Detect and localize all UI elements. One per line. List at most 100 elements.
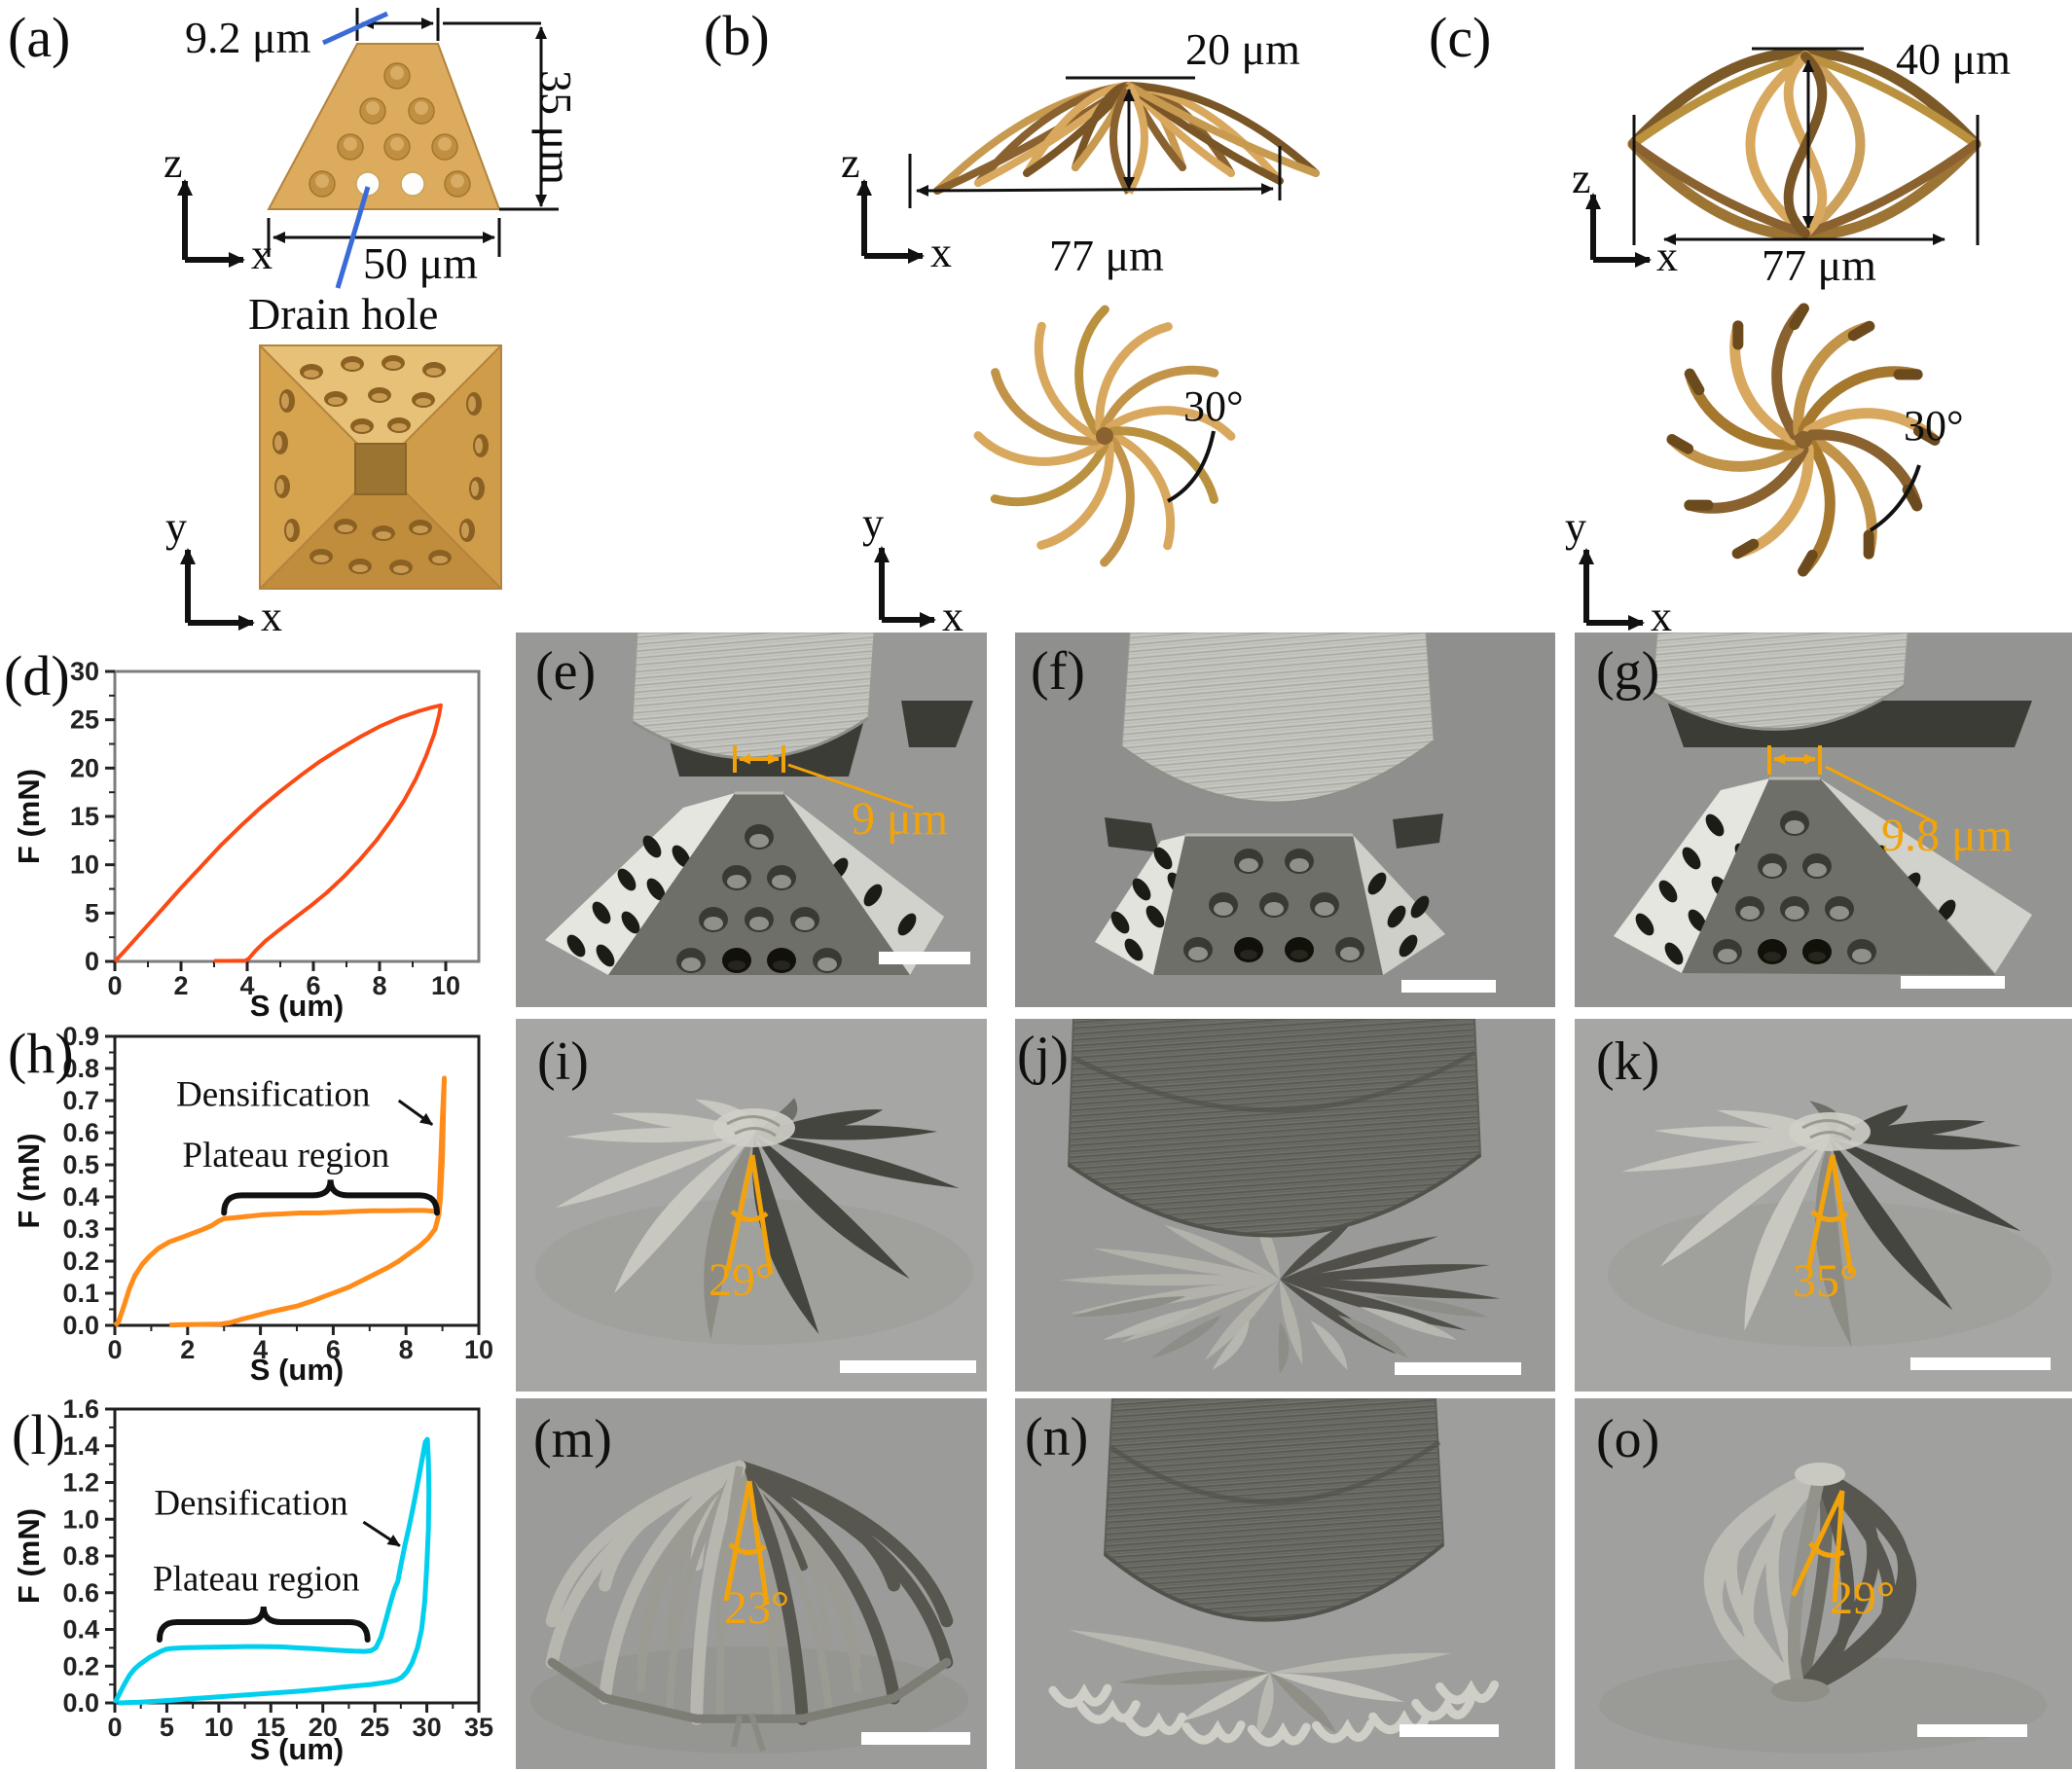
svg-text:20: 20 — [309, 1713, 338, 1742]
series-d — [113, 703, 443, 963]
svg-text:0: 0 — [107, 1335, 122, 1364]
chart-d: 0 2 4 6 8 10 0 5 10 15 20 25 30 S (um) F (mN) — [0, 642, 516, 1024]
svg-text:0.9: 0.9 — [62, 1022, 99, 1051]
svg-text:S (um): S (um) — [250, 1353, 344, 1387]
scale-bar — [1400, 1724, 1499, 1737]
angle-annotation — [1791, 1489, 1845, 1603]
angle-30-label: 30° — [1904, 402, 1964, 450]
micro-pyramid — [1614, 777, 2032, 975]
svg-text:4: 4 — [239, 971, 254, 1000]
axis-y-label: y — [1565, 503, 1586, 551]
svg-text:S (um): S (um) — [250, 1732, 344, 1766]
svg-text:10: 10 — [204, 1713, 234, 1742]
svg-text:0.0: 0.0 — [62, 1311, 99, 1340]
sem-image-o: (o) 29° — [1575, 1398, 2072, 1769]
svg-text:0.6: 0.6 — [62, 1578, 99, 1608]
tip-width-measurement — [1767, 745, 1938, 825]
sem-image-g: (g) 9.8 μm — [1575, 633, 2072, 1007]
sem-image-m: (m) 23° — [516, 1398, 987, 1769]
svg-text:0.8: 0.8 — [62, 1054, 99, 1083]
svg-text:10: 10 — [431, 971, 460, 1000]
sem-k-angle: 35° — [1793, 1255, 1859, 1307]
panel-l-label: (l) — [12, 1403, 65, 1466]
axis-x-label: x — [930, 229, 952, 276]
schematics-graphic — [177, 8, 1981, 631]
sem-j-graphic — [1015, 1019, 1555, 1392]
svg-text:15: 15 — [256, 1713, 285, 1742]
svg-text:1.2: 1.2 — [62, 1468, 99, 1498]
chart-h-canvas: 0 2 4 6 8 10 0.0 0.1 0.2 0.3 0.4 0.5 0.6 0.7 0.8 0.9 S (… — [12, 1022, 493, 1387]
pyramid-top-schematic — [180, 344, 502, 631]
plot-frame — [113, 1407, 481, 1705]
dim-77-um: 77 μm — [1762, 240, 1876, 290]
flower-side-schematic — [933, 82, 1320, 195]
svg-text:5: 5 — [160, 1713, 174, 1742]
axis-x-label: x — [942, 593, 963, 640]
svg-text:6: 6 — [306, 971, 320, 1000]
panel-b-label: (b) — [704, 4, 770, 67]
angle-30-label: 30° — [1183, 382, 1244, 430]
svg-text:1.6: 1.6 — [62, 1394, 99, 1424]
sem-g-label: (g) — [1596, 641, 1660, 702]
axis-y-label: y — [165, 503, 187, 551]
scale-bar — [840, 1360, 976, 1373]
sem-g-annotation: 9.8 μm — [1881, 810, 2014, 861]
scale-bar — [879, 952, 970, 964]
drain-hole-label: Drain hole — [248, 289, 439, 339]
cage-top-schematic — [1666, 303, 1941, 577]
sem-m-label: (m) — [533, 1409, 612, 1469]
svg-text:0.7: 0.7 — [62, 1086, 99, 1115]
sem-i-label: (i) — [537, 1031, 589, 1092]
sem-i-angle: 29° — [709, 1254, 775, 1306]
svg-text:8: 8 — [372, 971, 386, 1000]
scale-bar — [1401, 980, 1496, 993]
series-l — [112, 1436, 432, 1706]
panel-d-label: (d) — [4, 644, 70, 707]
chart-h: 0 2 4 6 8 10 0.0 0.1 0.2 0.3 0.4 0.5 0.6 0.7 0.8 0.9 S (… — [0, 1012, 516, 1392]
scale-bar — [861, 1732, 970, 1745]
angle-annotation — [725, 1154, 774, 1275]
svg-text:25: 25 — [360, 1713, 389, 1742]
sem-image-k: (k) 35° — [1575, 1019, 2072, 1392]
chart-d-canvas: 0 2 4 6 8 10 0 5 10 15 20 25 30 S (um) F (mN) — [12, 657, 481, 1023]
flower-top-annotations — [874, 430, 1216, 628]
svg-text:0.0: 0.0 — [62, 1688, 99, 1718]
svg-text:35: 35 — [464, 1713, 493, 1742]
plot-frame — [113, 669, 481, 963]
pyramid-side-schematic — [177, 8, 559, 289]
svg-text:2: 2 — [180, 1335, 195, 1364]
svg-text:Densification: Densification — [176, 1074, 370, 1114]
svg-text:10: 10 — [464, 1335, 493, 1364]
sem-e-label: (e) — [535, 641, 597, 702]
axis-z-label: z — [841, 139, 860, 187]
svg-text:0.1: 0.1 — [62, 1279, 99, 1308]
axis-x-label: x — [1651, 593, 1672, 640]
svg-text:0.2: 0.2 — [62, 1651, 99, 1681]
svg-text:20: 20 — [70, 753, 99, 782]
sem-i-graphic — [516, 1019, 987, 1392]
panel-h-label: (h) — [8, 1022, 74, 1085]
svg-text:1.4: 1.4 — [62, 1431, 99, 1461]
tip-width-measurement — [733, 745, 914, 810]
svg-text:30: 30 — [70, 657, 99, 686]
svg-text:0.2: 0.2 — [62, 1247, 99, 1276]
sem-n-label: (n) — [1025, 1407, 1089, 1467]
sem-m-angle: 23° — [724, 1582, 790, 1634]
sem-g-graphic — [1575, 633, 2072, 1007]
dim-50-um: 50 μm — [363, 238, 478, 288]
sem-image-i: (i) 29° — [516, 1019, 987, 1392]
sem-image-f: (f) — [1015, 633, 1555, 1007]
svg-text:F (mN): F (mN) — [12, 1508, 46, 1604]
compressed-pyramid — [1095, 833, 1445, 975]
svg-text:25: 25 — [70, 705, 99, 735]
sem-image-n: (n) — [1015, 1398, 1555, 1769]
sem-k-label: (k) — [1596, 1031, 1660, 1092]
sem-j-label: (j) — [1017, 1026, 1069, 1086]
svg-text:0: 0 — [107, 971, 122, 1000]
svg-text:Densification: Densification — [154, 1483, 347, 1523]
svg-text:30: 30 — [413, 1713, 442, 1742]
sem-image-e: (e) 9 μm — [516, 633, 987, 1007]
panel-c-label: (c) — [1429, 6, 1492, 69]
svg-text:4: 4 — [253, 1335, 268, 1364]
